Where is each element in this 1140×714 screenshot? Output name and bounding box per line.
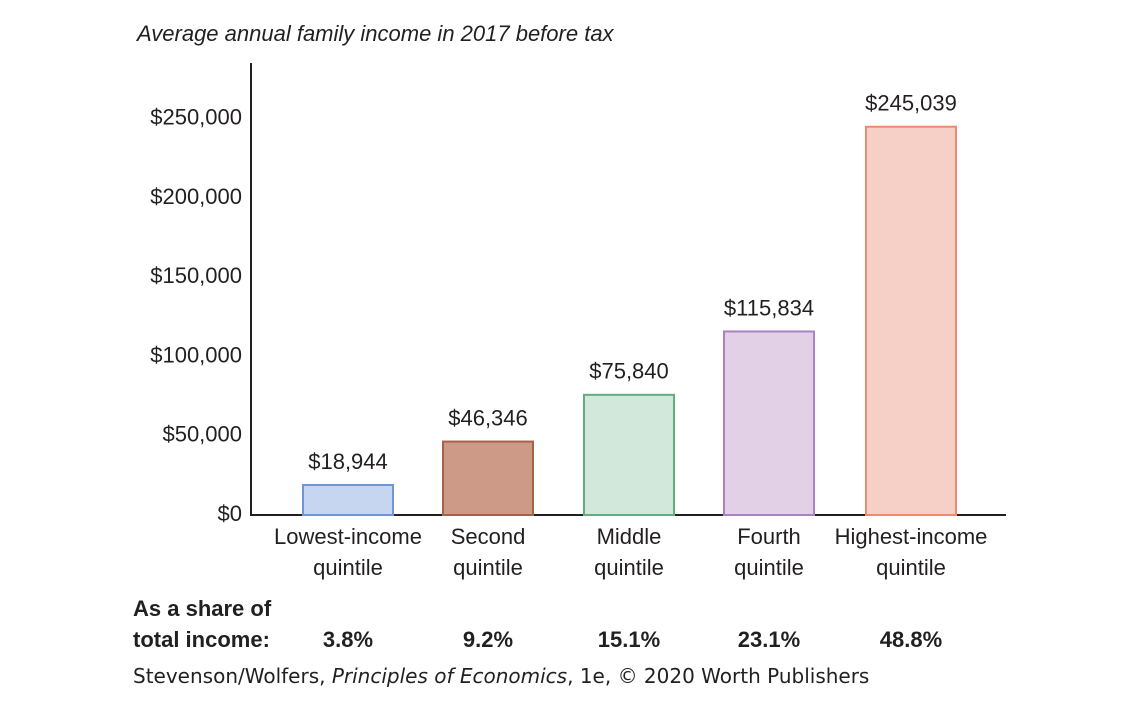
bar <box>442 440 534 516</box>
share-title: total income: <box>133 627 270 652</box>
bar <box>302 483 394 516</box>
x-tick-label: Second <box>451 524 526 549</box>
share-label: 9.2% <box>463 627 513 652</box>
value-label: $75,840 <box>589 359 669 384</box>
y-tick-label: $100,000 <box>150 342 242 367</box>
value-label: $115,834 <box>724 295 814 320</box>
y-tick-label: $150,000 <box>150 263 242 288</box>
share-label: 48.8% <box>880 627 942 652</box>
source-text: , 1e, © 2020 Worth Publishers <box>567 664 870 688</box>
y-tick-label: $0 <box>218 501 242 526</box>
x-tick-label: quintile <box>453 555 523 580</box>
chart: Average annual family income in 2017 bef… <box>133 21 1006 652</box>
x-tick-label: quintile <box>734 555 804 580</box>
bar <box>583 393 675 517</box>
x-tick-label: Lowest-income <box>274 524 422 549</box>
value-label: $46,346 <box>448 405 528 430</box>
x-tick-label: Middle <box>597 524 662 549</box>
x-tick-label: Fourth <box>737 524 801 549</box>
source: Stevenson/Wolfers, Principles of Economi… <box>133 664 869 688</box>
share-label: 3.8% <box>323 627 373 652</box>
chart-title: Average annual family income in 2017 bef… <box>135 21 615 46</box>
value-label: $245,039 <box>865 91 957 116</box>
share-label: 23.1% <box>738 627 800 652</box>
x-tick-label: quintile <box>313 555 383 580</box>
y-tick-label: $50,000 <box>162 422 242 447</box>
x-tick-label: Highest-income <box>835 524 988 549</box>
x-tick-label: quintile <box>594 555 664 580</box>
y-tick-label: $200,000 <box>150 184 242 209</box>
bar <box>723 330 815 516</box>
share-label: 15.1% <box>598 627 660 652</box>
x-tick-label: quintile <box>876 555 946 580</box>
y-tick-label: $250,000 <box>150 105 242 130</box>
bar <box>865 125 957 516</box>
source-text: Principles of Economics <box>331 664 568 688</box>
value-label: $18,944 <box>308 449 388 474</box>
source-text: Stevenson/Wolfers, <box>133 664 332 688</box>
share-title: As a share of <box>133 596 272 621</box>
